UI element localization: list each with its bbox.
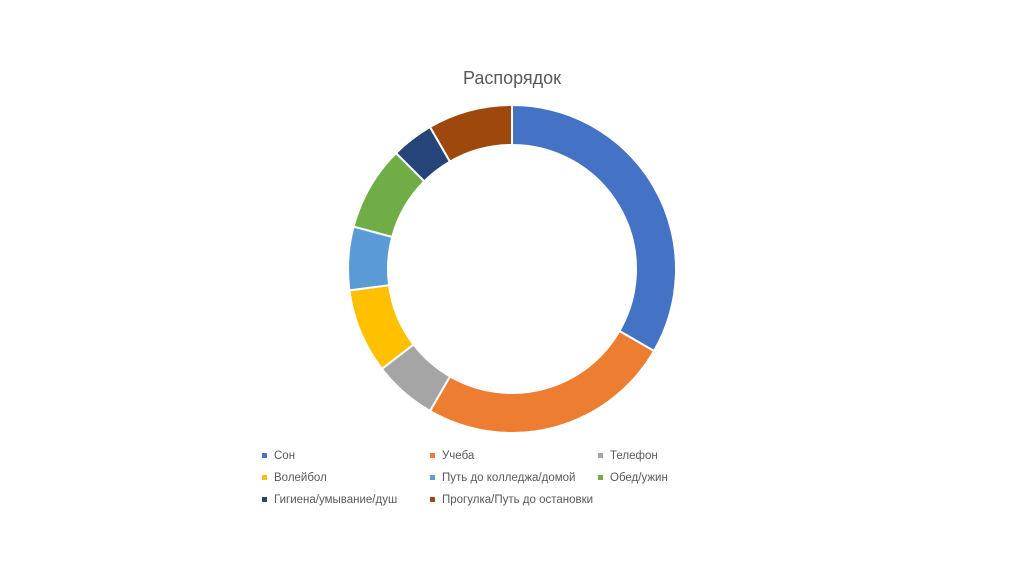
legend-swatch <box>430 453 435 458</box>
legend-swatch <box>430 475 435 480</box>
legend-item-6: Обед/ужин <box>598 470 762 485</box>
legend-label: Волейбол <box>274 471 327 484</box>
legend-label: Обед/ужин <box>610 471 668 484</box>
legend-item-8: Прогулка/Путь до остановки <box>430 492 598 507</box>
legend-swatch <box>262 497 267 502</box>
legend-item-5: Путь до колледжа/домой <box>430 470 598 485</box>
legend-item-7: Гигиена/умывание/душ <box>262 492 430 507</box>
legend-label: Сон <box>274 449 296 462</box>
legend-label: Гигиена/умывание/душ <box>274 493 398 506</box>
legend-item-2: Учеба <box>430 448 598 463</box>
donut-slice-1 <box>511 103 677 353</box>
legend-label: Телефон <box>610 449 658 462</box>
donut-slice-2 <box>428 329 656 434</box>
chart-legend: Сон Учеба Телефон Волейбол Путь до колледжа/… <box>262 448 762 507</box>
legend-swatch <box>262 475 267 480</box>
donut-slice-8 <box>428 103 513 163</box>
legend-swatch <box>598 475 603 480</box>
legend-label: Учеба <box>442 449 475 462</box>
legend-item-3: Телефон <box>598 448 762 463</box>
legend-label: Путь до колледжа/домой <box>442 471 576 484</box>
chart-title: Распорядок <box>462 68 562 88</box>
legend-item-1: Сон <box>262 448 430 463</box>
legend-item-4: Волейбол <box>262 470 430 485</box>
legend-swatch <box>262 453 267 458</box>
legend-label: Прогулка/Путь до остановки <box>442 493 594 506</box>
legend-swatch <box>430 497 435 502</box>
legend-swatch <box>598 453 603 458</box>
